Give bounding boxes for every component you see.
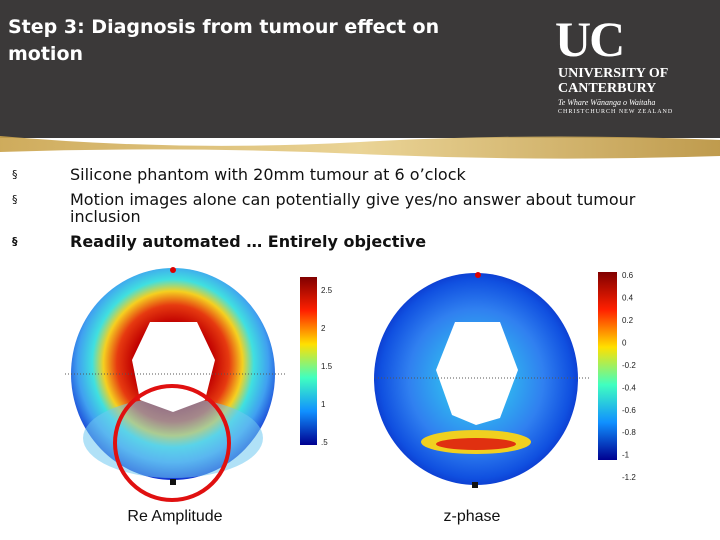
logo-line: UNIVERSITY OF [558, 66, 669, 81]
logo-mark: UC [555, 11, 625, 67]
bullet-text: Motion images alone can potentially give… [70, 190, 636, 226]
marker [170, 479, 176, 485]
logo-place: CHRISTCHURCH NEW ZEALAND [558, 109, 674, 115]
header: Step 3: Diagnosis from tumour effect on … [0, 0, 720, 136]
image-hole [436, 322, 518, 425]
bullet: § Silicone phantom with 20mm tumour at 6 … [12, 165, 466, 184]
colorbar-tick-label: 0.6 [622, 271, 634, 280]
logo-line: CANTERBURY [558, 81, 657, 96]
colorbar-tick-label: 0.4 [622, 294, 634, 303]
colorbar-tick-label: -0.6 [622, 406, 636, 415]
caption: Re Amplitude [127, 508, 223, 525]
colorbar-tick-label: -0.2 [622, 361, 636, 370]
image-hole [132, 322, 215, 412]
colorbar-tick-label: 1.5 [321, 362, 333, 371]
image-shading [83, 398, 263, 478]
colorbar-tick-label: 2 [321, 324, 326, 333]
bullet: § Readily automated … Entirely objective [12, 232, 427, 251]
bullet-text: Silicone phantom with 20mm tumour at 6 o… [70, 165, 466, 184]
marker [170, 267, 176, 273]
bullet-text: Readily automated … Entirely objective [70, 232, 427, 251]
slide-title: Step 3: Diagnosis from tumour effect on … [8, 16, 440, 65]
colorbar-tick-label: -1 [622, 451, 630, 460]
marker [475, 272, 481, 278]
colorbar-tick-label: .5 [321, 438, 328, 447]
colorbar-tick-label: 0.2 [622, 316, 634, 325]
caption: z-phase [443, 508, 501, 525]
colorbar-tick-label: -0.4 [622, 383, 636, 392]
gold-band [0, 130, 720, 159]
highlight-circle [113, 384, 231, 502]
colorbar-tick-label: -0.8 [622, 428, 636, 437]
colorbar-tick-label: 0 [622, 338, 627, 347]
colorbar-tick-label: -1.2 [622, 473, 636, 482]
colorbar-tick-label: 2.5 [321, 286, 333, 295]
colorbar-tick-label: 1 [321, 400, 326, 409]
colorbar [598, 272, 617, 460]
image-shading [436, 438, 516, 450]
logo-motto: Te Whare Wānanga o Waitaha [558, 98, 656, 107]
bullet: § Motion images alone can potentially giv… [12, 190, 636, 226]
bullet-list: § Silicone phantom with 20mm tumour at 6 … [12, 166, 652, 258]
marker [472, 482, 478, 488]
colorbar [300, 277, 317, 445]
